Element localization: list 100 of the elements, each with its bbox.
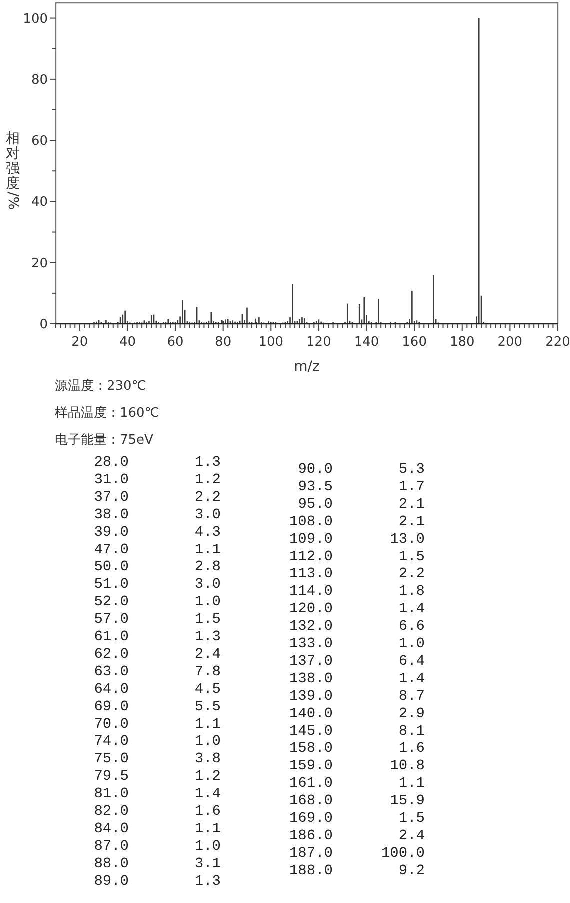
text: 51.0 bbox=[94, 577, 129, 594]
x-tick-label: 220 bbox=[546, 335, 570, 350]
text: 93.5 bbox=[298, 479, 333, 496]
text: 1.7 bbox=[398, 479, 425, 496]
text: 2.1 bbox=[398, 514, 425, 530]
text: 89.0 bbox=[94, 874, 129, 890]
text: 120.0 bbox=[289, 602, 333, 618]
text: 4.3 bbox=[194, 524, 221, 541]
text: 137.0 bbox=[289, 654, 333, 670]
text: 1.5 bbox=[194, 612, 221, 628]
text: 113.0 bbox=[289, 566, 333, 583]
text: 8.7 bbox=[398, 688, 425, 705]
y-tick-label: 60 bbox=[31, 134, 48, 150]
text: 1.6 bbox=[194, 804, 221, 820]
text: 109.0 bbox=[289, 532, 333, 548]
text: 38.0 bbox=[94, 507, 129, 524]
text: 2.4 bbox=[398, 828, 425, 844]
text: 81.0 bbox=[94, 786, 129, 803]
text: 169.0 bbox=[289, 811, 333, 827]
text: 39.0 bbox=[94, 524, 129, 541]
text: 13.0 bbox=[390, 532, 425, 548]
text: 114.0 bbox=[289, 584, 333, 600]
text: 75.0 bbox=[94, 752, 129, 768]
text: 1.0 bbox=[194, 838, 221, 855]
text: 1.3 bbox=[194, 874, 221, 890]
text: 87.0 bbox=[94, 838, 129, 855]
x-tick-label: 120 bbox=[306, 335, 332, 350]
text: 2.9 bbox=[398, 706, 425, 722]
text: 4.5 bbox=[194, 682, 221, 698]
text: 61.0 bbox=[94, 630, 129, 646]
text: 1.5 bbox=[398, 811, 425, 827]
text: 1.6 bbox=[398, 741, 425, 758]
text: 139.0 bbox=[289, 688, 333, 705]
x-tick-label: 160 bbox=[402, 335, 427, 350]
text: 1.1 bbox=[194, 542, 221, 558]
text: 132.0 bbox=[289, 619, 333, 636]
text: 50.0 bbox=[94, 560, 129, 576]
text: 90.0 bbox=[298, 462, 333, 478]
text: 3.8 bbox=[194, 752, 221, 768]
text: 6.4 bbox=[398, 654, 425, 670]
x-axis-title: m/z bbox=[294, 359, 320, 375]
text: 1.4 bbox=[398, 671, 425, 688]
text: 5.3 bbox=[398, 462, 425, 478]
text: 2.2 bbox=[398, 566, 425, 583]
text: 79.5 bbox=[94, 769, 129, 786]
y-tick-label: 20 bbox=[31, 256, 48, 272]
text: 64.0 bbox=[94, 682, 129, 698]
text: 2.1 bbox=[398, 496, 425, 513]
text: 84.0 bbox=[94, 821, 129, 838]
text: 1.1 bbox=[194, 716, 221, 733]
text: 5.5 bbox=[194, 699, 221, 716]
x-tick-label: 180 bbox=[450, 335, 475, 350]
text: 88.0 bbox=[94, 856, 129, 872]
text: 1.8 bbox=[398, 584, 425, 600]
y-tick-label: 40 bbox=[31, 195, 48, 210]
text: 63.0 bbox=[94, 664, 129, 680]
text: 7.8 bbox=[194, 664, 221, 680]
text: 1.3 bbox=[194, 630, 221, 646]
x-tick-label: 60 bbox=[167, 335, 184, 350]
text: 2.4 bbox=[194, 646, 221, 663]
text: 源温度：230℃ bbox=[55, 378, 146, 394]
text: 37.0 bbox=[94, 490, 129, 506]
text: 140.0 bbox=[289, 706, 333, 722]
x-tick-label: 100 bbox=[258, 335, 284, 350]
text: 1.0 bbox=[194, 594, 221, 611]
text: 样品温度：160℃ bbox=[55, 405, 160, 421]
text: 28.0 bbox=[94, 455, 129, 471]
text: 1.4 bbox=[398, 602, 425, 618]
text: 108.0 bbox=[289, 514, 333, 530]
text: 57.0 bbox=[94, 612, 129, 628]
y-tick-label: 100 bbox=[23, 12, 48, 27]
text: 10.8 bbox=[390, 758, 425, 775]
x-tick-label: 80 bbox=[215, 335, 232, 350]
text: 52.0 bbox=[94, 594, 129, 611]
text: 1.4 bbox=[194, 786, 221, 803]
text: 2.8 bbox=[194, 560, 221, 576]
text: 6.6 bbox=[398, 619, 425, 636]
text: 1.0 bbox=[194, 734, 221, 750]
y-tick-label: 0 bbox=[40, 318, 48, 332]
y-axis-title: 相对强度/% bbox=[5, 131, 21, 210]
text: 1.2 bbox=[194, 769, 221, 786]
text: 95.0 bbox=[298, 496, 333, 513]
text: 62.0 bbox=[94, 646, 129, 663]
text: 138.0 bbox=[289, 671, 333, 688]
x-tick-label: 40 bbox=[119, 335, 136, 350]
text: 100.0 bbox=[381, 846, 425, 862]
text: 187.0 bbox=[289, 846, 333, 862]
text: 1.5 bbox=[398, 549, 425, 566]
text: 112.0 bbox=[289, 549, 333, 566]
text: 1.1 bbox=[398, 776, 425, 792]
text: 8.1 bbox=[398, 724, 425, 740]
text: 2.2 bbox=[194, 490, 221, 506]
text: 47.0 bbox=[94, 542, 129, 558]
text: 3.0 bbox=[194, 507, 221, 524]
text: 188.0 bbox=[289, 863, 333, 880]
text: 159.0 bbox=[289, 758, 333, 775]
x-tick-label: 200 bbox=[498, 335, 523, 350]
text: 69.0 bbox=[94, 699, 129, 716]
text: 1.3 bbox=[194, 455, 221, 471]
text: 186.0 bbox=[289, 828, 333, 844]
